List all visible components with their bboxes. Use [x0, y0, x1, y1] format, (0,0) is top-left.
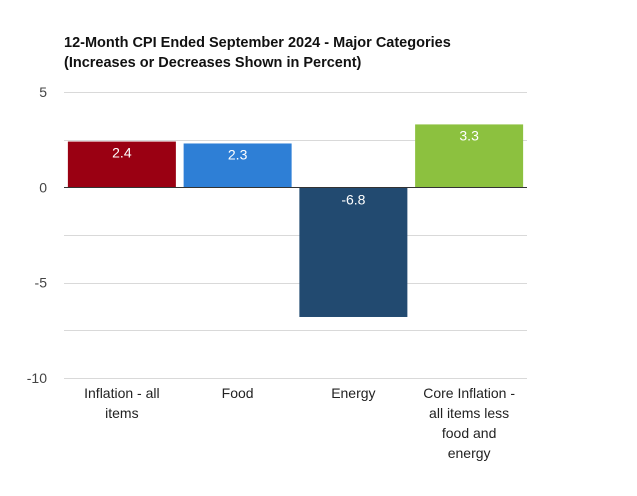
bar	[67, 141, 176, 188]
bar	[415, 124, 524, 188]
data-label: 3.3	[459, 127, 479, 143]
chart-title: 12-Month CPI Ended September 2024 - Majo…	[64, 35, 451, 51]
y-tick-label: -5	[35, 275, 48, 291]
bar	[183, 143, 292, 188]
x-category-label: Core Inflation -all items less food and en…	[423, 385, 515, 461]
data-label: 2.3	[228, 146, 248, 162]
bar	[299, 187, 408, 317]
y-tick-label: -10	[27, 370, 47, 386]
x-axis-categories: Inflation - all items Food Energy Core Infla…	[84, 385, 515, 461]
y-axis-ticks: 5 0 -5 -10	[27, 84, 47, 386]
bars	[67, 124, 524, 317]
data-labels: 2.4 2.3 -6.8 3.3	[112, 127, 479, 207]
y-tick-label: 5	[39, 84, 47, 100]
data-label: -6.8	[341, 191, 365, 207]
x-category-label: Energy	[331, 385, 375, 401]
y-tick-label: 0	[39, 179, 47, 195]
chart-subtitle: (Increases or Decreases Shown in Percent…	[64, 55, 362, 71]
data-label: 2.4	[112, 145, 132, 161]
x-category-label: Food	[222, 385, 254, 401]
chart-title-block: 12-Month CPI Ended September 2024 - Majo…	[64, 33, 604, 73]
x-category-label: Inflation - all items	[84, 385, 159, 421]
